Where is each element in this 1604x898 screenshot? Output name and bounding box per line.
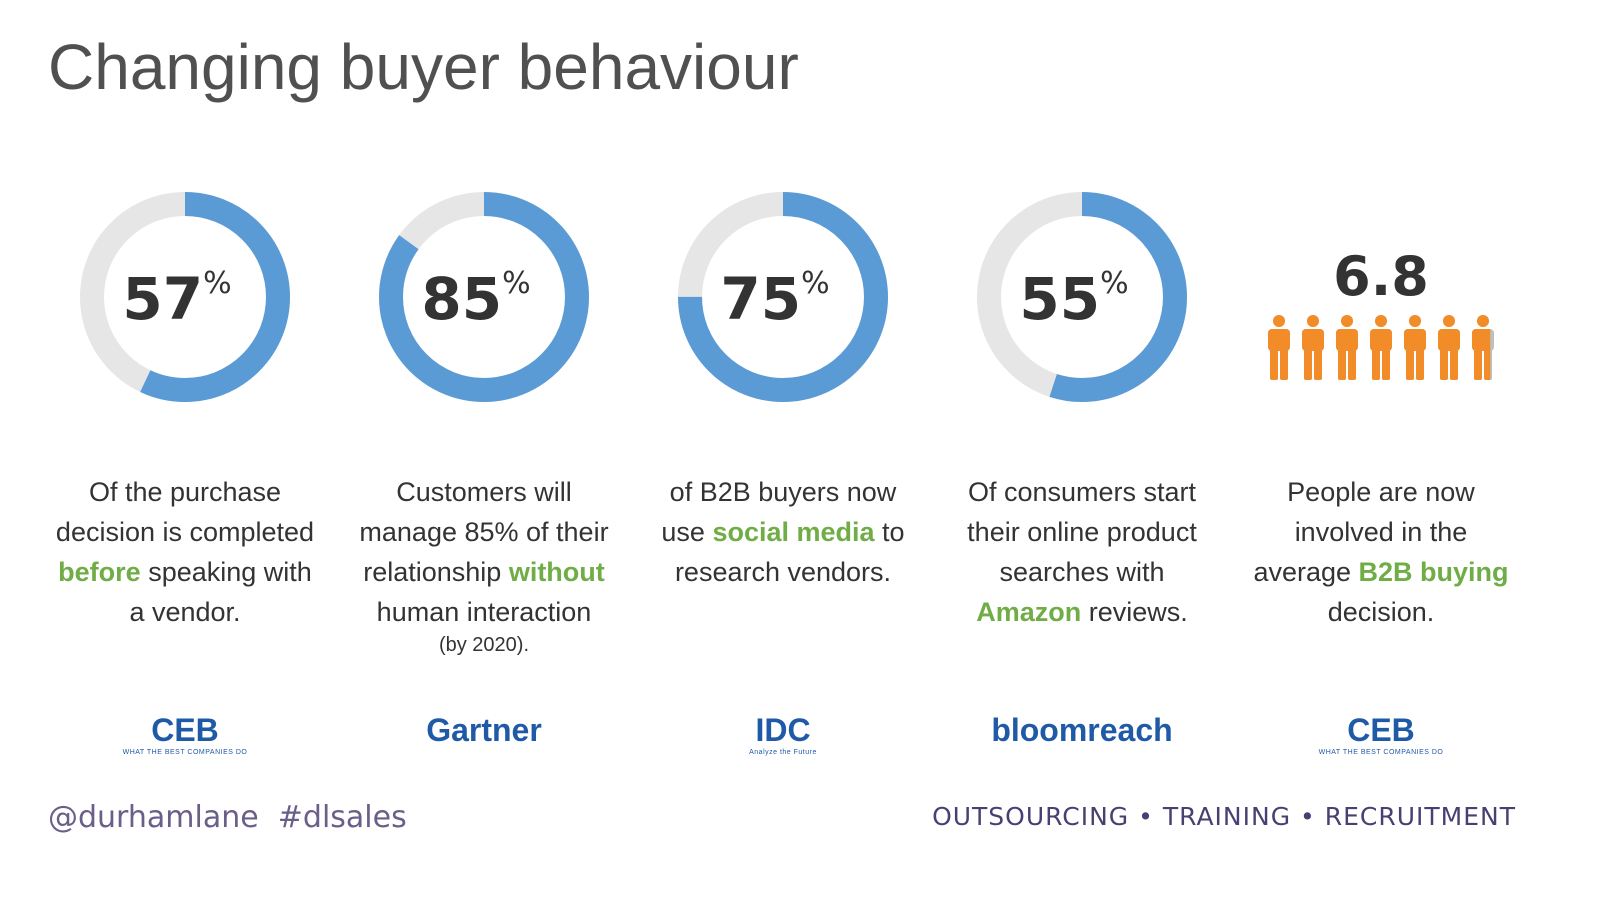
text: People are now involved in the average <box>1253 477 1475 587</box>
stat-value: 85% <box>421 265 530 333</box>
person-shape <box>1370 315 1392 380</box>
source-tagline: WHAT THE BEST COMPANIES DO <box>122 749 248 756</box>
person <box>1268 315 1290 380</box>
person <box>1438 315 1460 380</box>
person-shape <box>1438 315 1460 380</box>
unit: % <box>1100 266 1129 301</box>
source-logo: IDC Analyze the Future <box>683 712 883 756</box>
description: Of consumers start their online product … <box>947 472 1217 632</box>
person-shape <box>1268 315 1290 380</box>
source-name: IDC <box>755 712 811 748</box>
description: Customers will manage 85% of their relat… <box>349 472 619 658</box>
text: speaking with a vendor. <box>129 557 312 627</box>
text: decision. <box>1327 597 1435 627</box>
description: Of the purchase decision is completed be… <box>50 472 320 632</box>
source-logo: bloomreach <box>982 712 1182 749</box>
description: People are now involved in the average B… <box>1246 472 1516 632</box>
text: to research vendors. <box>674 517 905 587</box>
person <box>1472 315 1494 380</box>
donut-arc <box>977 192 1187 402</box>
person-shape <box>1336 315 1358 380</box>
donut-arc <box>80 192 290 402</box>
highlight: without <box>508 557 605 587</box>
unit: % <box>502 266 531 301</box>
donut-arc <box>379 192 589 402</box>
stat-value: 75% <box>720 265 829 333</box>
unit: % <box>203 266 232 301</box>
source-name: CEB <box>1347 712 1415 748</box>
hashtag: #dlsales <box>277 800 407 835</box>
person <box>1404 315 1426 380</box>
number: 55 <box>1019 265 1100 333</box>
person <box>1370 315 1392 380</box>
highlight: B2B buying <box>1358 557 1509 587</box>
description: of B2B buyers now use social media to re… <box>648 472 918 592</box>
unit: % <box>801 266 830 301</box>
services: OUTSOURCING • TRAINING • RECRUITMENT <box>932 802 1516 831</box>
highlight: social media <box>712 517 875 547</box>
person-shape <box>1302 315 1324 380</box>
source-name: Gartner <box>426 712 542 748</box>
person <box>1302 315 1324 380</box>
stat-value: 57% <box>122 265 231 333</box>
stat-value: 6.8 <box>1333 245 1429 308</box>
text: of B2B buyers now use <box>661 477 897 547</box>
title: Changing buyer behaviour <box>48 31 799 103</box>
highlight: before <box>58 557 141 587</box>
number: 85 <box>421 265 502 333</box>
source-logo: CEB WHAT THE BEST COMPANIES DO <box>1281 712 1481 756</box>
note: (by 2020). <box>438 634 530 656</box>
donut-arc <box>678 192 888 402</box>
text: Of consumers start their online product … <box>967 477 1197 587</box>
text: Of the purchase decision is completed <box>55 477 315 547</box>
person-shape <box>1404 315 1426 380</box>
source-logo: Gartner <box>384 712 584 749</box>
footer-left: @durhamlane #dlsales <box>48 800 407 835</box>
text: reviews. <box>1081 597 1188 627</box>
handle: @durhamlane <box>48 800 259 835</box>
source-tagline: WHAT THE BEST COMPANIES DO <box>1318 749 1444 756</box>
text: human interaction <box>376 597 592 627</box>
number: 57 <box>122 265 203 333</box>
source-name: CEB <box>151 712 219 748</box>
source-logo: CEB WHAT THE BEST COMPANIES DO <box>85 712 285 756</box>
source-tagline: Analyze the Future <box>749 749 817 756</box>
stat-value: 55% <box>1019 265 1128 333</box>
text: Customers will manage 85% of their relat… <box>359 477 609 587</box>
person <box>1336 315 1358 380</box>
number: 75 <box>720 265 801 333</box>
person-shape <box>1472 315 1491 380</box>
source-name: bloomreach <box>991 712 1173 748</box>
highlight: Amazon <box>976 597 1082 627</box>
